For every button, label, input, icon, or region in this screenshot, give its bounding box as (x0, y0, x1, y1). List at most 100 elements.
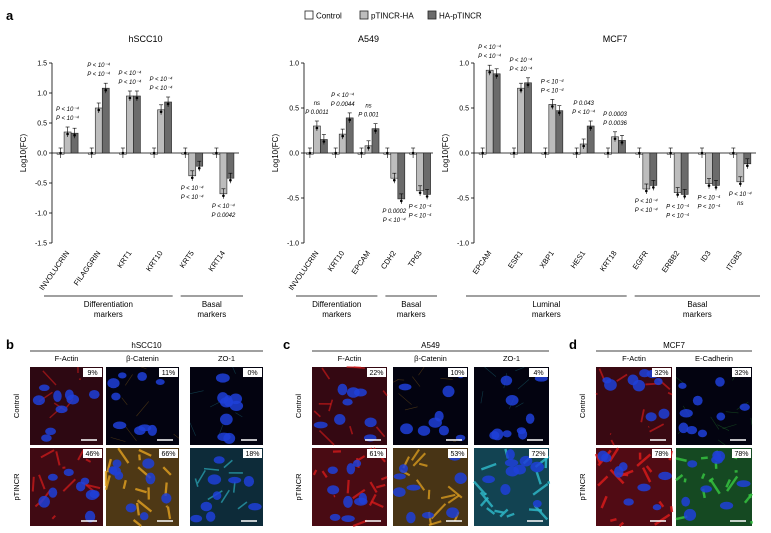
nucleus (346, 463, 356, 475)
stain-signal (658, 500, 665, 508)
stain-signal (136, 499, 153, 513)
micrograph-c-control-zo-1: 4% (474, 366, 549, 445)
p-value-annotation: P < 10⁻⁴ (181, 185, 204, 192)
stain-signal (312, 469, 318, 476)
category-label: ESR1 (506, 249, 525, 270)
category-label: KRT10 (326, 249, 347, 273)
data-point (97, 108, 101, 112)
percentage-label: 78% (734, 451, 748, 458)
nucleus (623, 498, 634, 506)
nucleus (45, 427, 56, 436)
percentage-label: 4% (533, 370, 543, 377)
stain-signal (166, 506, 172, 520)
stain-signal (748, 493, 752, 499)
micrograph-b-control-f-actin: 9% (30, 366, 103, 445)
nucleus (505, 449, 515, 461)
stain-signal (480, 462, 497, 471)
nucleus (645, 412, 657, 422)
p-value-annotation: P < 10⁻⁴ (383, 217, 406, 224)
nucleus (228, 476, 242, 484)
p-value-annotation: P 0.0011 (305, 110, 328, 116)
panel-letter-a: a (6, 8, 14, 23)
data-point (652, 186, 655, 189)
stain-signal (117, 447, 130, 464)
nucleus (137, 371, 147, 381)
stain-signal (165, 505, 168, 508)
group-label-line1: Luminal (532, 300, 560, 309)
data-point (152, 151, 156, 155)
legend-swatch-ha-ptincr (427, 10, 437, 20)
percentage-badge (448, 368, 467, 377)
percentage-label: 22% (369, 370, 383, 377)
stain-signal (122, 479, 127, 489)
nucleus (399, 464, 408, 474)
percentage-label: 53% (450, 451, 464, 458)
micrograph-c-control--catenin: 10% (392, 366, 468, 445)
data-point (613, 137, 617, 141)
p-value-annotation: P < 10⁻⁴ (697, 194, 720, 201)
category-label: EPCAM (471, 249, 494, 276)
stain-signal (618, 521, 625, 527)
stain-column-header: β-Catenin (126, 354, 159, 363)
stain-signal (616, 373, 628, 382)
y-tick-label: 1.0 (289, 61, 299, 68)
data-point (558, 111, 561, 114)
stain-signal (318, 430, 335, 446)
bar-krt10-ha-ptincr (164, 101, 172, 154)
stain-signal (132, 519, 142, 527)
micrograph-c-ptincr-zo-1: 72% (473, 448, 551, 526)
nucleus (393, 487, 406, 498)
nucleus (697, 429, 708, 438)
micrograph-title: MCF7 (663, 341, 685, 350)
nucleus (114, 471, 124, 480)
stain-signal (173, 433, 180, 439)
stain-signal (649, 423, 665, 433)
nucleus (63, 468, 74, 477)
nucleus (482, 475, 495, 484)
group-label-line2: markers (197, 310, 226, 319)
bar-filaggrin-ptincr-ha (94, 107, 103, 154)
data-point (495, 74, 498, 78)
nucleus (112, 459, 122, 468)
percentage-label: 11% (162, 370, 176, 377)
stain-signal (232, 366, 236, 374)
stain-signal (480, 391, 484, 404)
group-label-line2: markers (532, 310, 561, 319)
stain-signal (499, 508, 509, 518)
bar-xbp1-ptincr-ha (548, 104, 557, 154)
micrograph-panel-d: MCF7 F-Actin E-Cadherin Control 32% 32% pTINCR… (578, 341, 753, 527)
percentage-badge (652, 368, 671, 377)
stain-signal (237, 501, 248, 510)
data-point (229, 178, 232, 182)
stain-column-header: F-Actin (622, 354, 646, 363)
nucleus (678, 422, 689, 434)
stain-signal (42, 370, 57, 386)
p-value-annotation: ns (314, 101, 320, 107)
nucleus (700, 485, 712, 493)
stain-wash (312, 367, 387, 445)
nucleus (327, 485, 340, 495)
data-point (669, 151, 672, 155)
nucleus (692, 395, 703, 406)
nucleus (442, 385, 455, 398)
micrograph-b-ptincr--catenin: 66% (104, 447, 179, 527)
data-point (66, 132, 69, 136)
stain-signal (398, 393, 412, 405)
nucleus (342, 398, 353, 406)
nucleus (428, 417, 442, 428)
stain-signal (515, 366, 525, 372)
stain-signal (321, 367, 331, 380)
nucleus (604, 379, 617, 391)
data-point (732, 151, 735, 155)
stain-signal (352, 488, 366, 500)
stain-signal (375, 483, 386, 489)
stain-signal (447, 494, 460, 504)
nucleus (681, 496, 691, 507)
chart-title: hSCC10 (128, 34, 162, 44)
stain-signal (418, 462, 428, 467)
chart-hscc10: hSCC10 1.5 1.0 0.5 0.0 -0.5 -1.0 -1.5 Log10(FC) I… (19, 34, 243, 319)
nucleus (491, 428, 504, 441)
percentage-label: 78% (654, 451, 668, 458)
p-value-annotation: P < 10⁻⁴ (150, 76, 173, 83)
stain-signal (313, 410, 321, 418)
